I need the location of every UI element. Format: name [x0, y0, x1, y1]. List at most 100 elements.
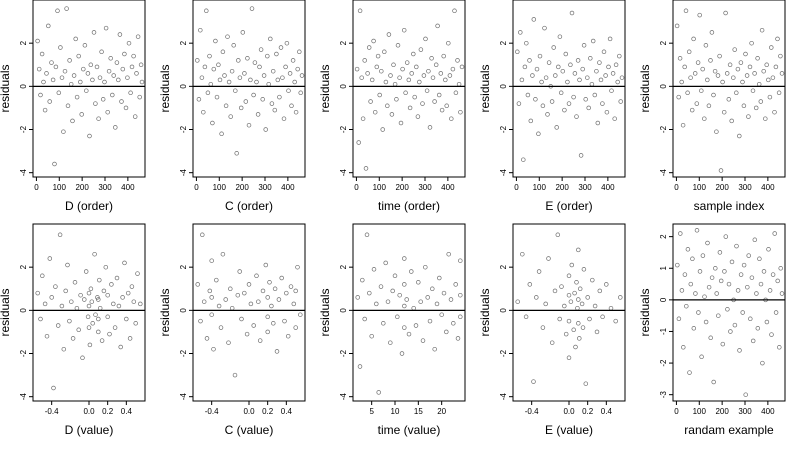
- data-point: [282, 318, 287, 324]
- data-point: [298, 90, 303, 96]
- data-point: [208, 81, 214, 87]
- data-point: [688, 281, 694, 287]
- data-point: [566, 292, 572, 298]
- data-point: [231, 43, 236, 48]
- data-point: [63, 288, 68, 294]
- data-point: [402, 282, 407, 287]
- data-point: [683, 8, 689, 14]
- data-point: [761, 68, 766, 74]
- data-point: [699, 88, 704, 93]
- data-point: [515, 49, 520, 55]
- data-point: [39, 51, 45, 57]
- data-point: [86, 325, 92, 330]
- data-point: [409, 71, 414, 76]
- data-point: [283, 64, 288, 70]
- data-point: [72, 280, 78, 285]
- data-point: [96, 297, 101, 302]
- data-point: [376, 390, 381, 395]
- data-point: [705, 77, 710, 83]
- data-point: [557, 34, 563, 39]
- data-point: [552, 288, 558, 294]
- x-tick-label: 200: [75, 183, 89, 192]
- data-point: [715, 73, 721, 78]
- data-point: [572, 290, 577, 296]
- data-point: [617, 53, 622, 59]
- y-tick-label: -2: [499, 125, 508, 133]
- data-point: [543, 301, 548, 307]
- data-point: [718, 278, 724, 284]
- data-point: [615, 79, 620, 85]
- data-point: [380, 127, 385, 132]
- y-tick-label: 0: [499, 84, 508, 89]
- points-group: [354, 8, 465, 171]
- data-point: [420, 101, 425, 106]
- data-point: [371, 267, 377, 272]
- data-point: [209, 312, 214, 317]
- data-point: [35, 38, 40, 44]
- data-point: [443, 77, 448, 83]
- data-point: [244, 331, 250, 337]
- data-point: [709, 30, 715, 35]
- y-axis-label: residuals: [638, 288, 652, 336]
- data-point: [734, 243, 739, 249]
- x-axis-label: E (order): [545, 199, 592, 213]
- data-point: [700, 253, 706, 258]
- data-point: [741, 103, 747, 109]
- data-point: [423, 264, 428, 270]
- y-tick-label: 0: [19, 308, 28, 313]
- data-point: [74, 305, 80, 311]
- data-point: [576, 297, 581, 302]
- y-tick-label: -4: [499, 169, 508, 177]
- x-tick-label: 400: [601, 183, 615, 192]
- data-point: [553, 73, 558, 78]
- data-point: [748, 316, 753, 322]
- data-point: [777, 345, 782, 350]
- data-point: [71, 73, 77, 78]
- data-point: [412, 94, 417, 100]
- data-point: [450, 66, 456, 72]
- data-point: [590, 277, 595, 283]
- data-point: [531, 379, 536, 384]
- data-point: [118, 344, 123, 350]
- data-point: [577, 77, 582, 83]
- y-axis-label: residuals: [478, 64, 492, 112]
- data-point: [99, 338, 105, 343]
- panel-1: 0 100 200 300 400 -4 -2 0 2 D (order) residuals: [0, 0, 146, 213]
- data-point: [546, 60, 552, 65]
- data-point: [265, 53, 270, 59]
- data-point: [211, 66, 217, 72]
- data-point: [223, 297, 228, 302]
- data-point: [558, 90, 564, 96]
- data-point: [395, 314, 400, 320]
- x-tick-label: 0: [674, 407, 679, 416]
- data-point: [55, 323, 61, 328]
- data-point: [137, 94, 142, 100]
- data-point: [587, 316, 592, 322]
- data-point: [290, 58, 296, 63]
- data-point: [540, 103, 546, 109]
- x-tick-label: -0.4: [525, 407, 539, 416]
- data-point: [209, 295, 214, 300]
- data-point: [228, 286, 233, 292]
- data-point: [237, 75, 243, 80]
- data-point: [740, 310, 745, 315]
- panel-8: 5 10 15 20 -4 -2 0 2 time (value) residuals: [318, 223, 466, 437]
- data-point: [569, 262, 575, 268]
- data-point: [745, 284, 750, 290]
- data-point: [210, 120, 215, 126]
- y-tick-label: 2: [19, 264, 28, 269]
- panel-6: -0.4 0.0 0.2 0.4 -4 -2 0 2 D (value) residuals: [0, 223, 146, 437]
- data-point: [594, 329, 600, 335]
- data-point: [575, 58, 581, 63]
- points-group: [515, 232, 623, 386]
- data-point: [536, 269, 542, 274]
- x-axis-label: E (value): [545, 423, 593, 437]
- data-point: [409, 269, 414, 274]
- data-point: [289, 103, 294, 109]
- y-axis-label: residuals: [0, 288, 12, 336]
- data-point: [265, 314, 270, 320]
- data-point: [744, 73, 750, 78]
- data-point: [249, 6, 255, 11]
- data-point: [769, 45, 774, 50]
- data-point: [248, 77, 253, 83]
